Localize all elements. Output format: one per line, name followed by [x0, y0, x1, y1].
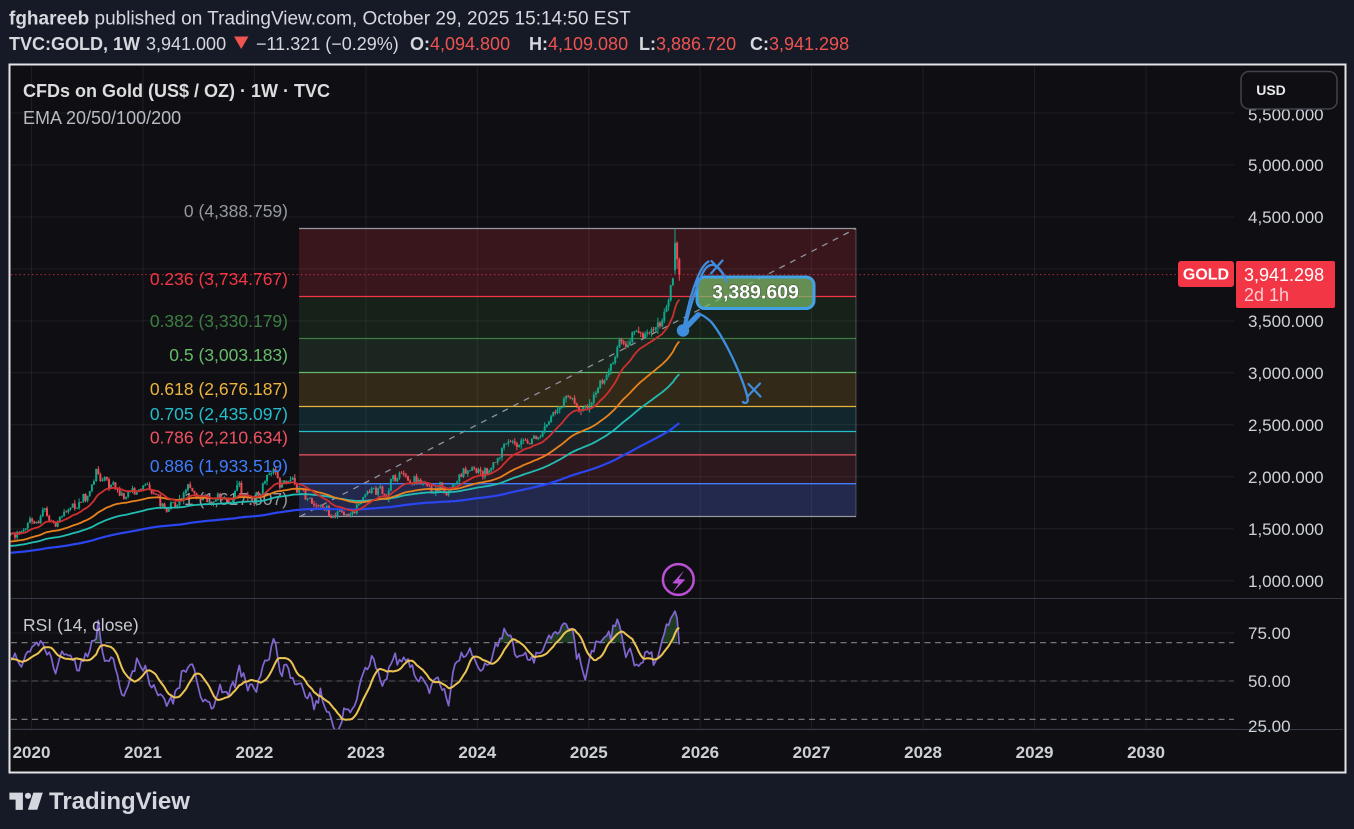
svg-text:2d 1h: 2d 1h: [1244, 285, 1289, 305]
svg-text:0.382 (3,330.179): 0.382 (3,330.179): [150, 311, 288, 331]
svg-text:75.00: 75.00: [1248, 624, 1291, 643]
svg-text:2022: 2022: [235, 743, 273, 762]
svg-text:EMA 20/50/100/200: EMA 20/50/100/200: [23, 108, 181, 128]
svg-text:CFDs on Gold (US$ / OZ) · 1W ·: CFDs on Gold (US$ / OZ) · 1W · TVC: [23, 81, 330, 101]
svg-text:RSI (14, close): RSI (14, close): [23, 615, 139, 635]
svg-text:3,500.000: 3,500.000: [1248, 312, 1324, 331]
svg-text:2,000.000: 2,000.000: [1248, 468, 1324, 487]
svg-text:1,000.000: 1,000.000: [1248, 572, 1324, 591]
svg-text:0.786 (2,210.634): 0.786 (2,210.634): [150, 427, 288, 447]
svg-text:2025: 2025: [570, 743, 608, 762]
svg-text:2029: 2029: [1016, 743, 1054, 762]
svg-text:25.00: 25.00: [1248, 717, 1291, 736]
svg-text:3,389.609: 3,389.609: [712, 282, 799, 304]
svg-text:2020: 2020: [13, 743, 51, 762]
svg-text:0.886 (1,933.519): 0.886 (1,933.519): [150, 456, 288, 476]
svg-text:fghareeb published on TradingV: fghareeb published on TradingView.com, O…: [9, 9, 631, 30]
svg-text:3,941.298: 3,941.298: [1244, 265, 1324, 285]
svg-text:0.705 (2,435.097): 0.705 (2,435.097): [150, 404, 288, 424]
svg-text:5,000.000: 5,000.000: [1248, 156, 1324, 175]
svg-text:2023: 2023: [347, 743, 385, 762]
svg-text:TVC:GOLD, 1W3,941.000−11.321 (: TVC:GOLD, 1W 3,941.000 −11.321 (−0.29%) O:4…: [9, 34, 849, 54]
svg-text:3,000.000: 3,000.000: [1248, 364, 1324, 383]
svg-text:0.236 (3,734.767): 0.236 (3,734.767): [150, 269, 288, 289]
svg-text:2026: 2026: [681, 743, 719, 762]
svg-text:0 (4,388.759): 0 (4,388.759): [184, 201, 288, 221]
svg-text:2021: 2021: [124, 743, 162, 762]
svg-text:4,500.000: 4,500.000: [1248, 208, 1324, 227]
svg-text:USD: USD: [1256, 82, 1286, 98]
svg-text:2030: 2030: [1127, 743, 1165, 762]
svg-text:2024: 2024: [458, 743, 496, 762]
svg-text:5,500.000: 5,500.000: [1248, 106, 1324, 125]
svg-text:GOLD: GOLD: [1183, 267, 1229, 284]
svg-text:2028: 2028: [904, 743, 942, 762]
svg-text:0.618 (2,676.187): 0.618 (2,676.187): [150, 379, 288, 399]
svg-text:1,500.000: 1,500.000: [1248, 520, 1324, 539]
svg-text:2,500.000: 2,500.000: [1248, 416, 1324, 435]
svg-text:0.5 (3,003.183): 0.5 (3,003.183): [169, 345, 288, 365]
svg-text:2027: 2027: [793, 743, 831, 762]
svg-text:TradingView: TradingView: [49, 788, 190, 815]
svg-text:50.00: 50.00: [1248, 672, 1291, 691]
